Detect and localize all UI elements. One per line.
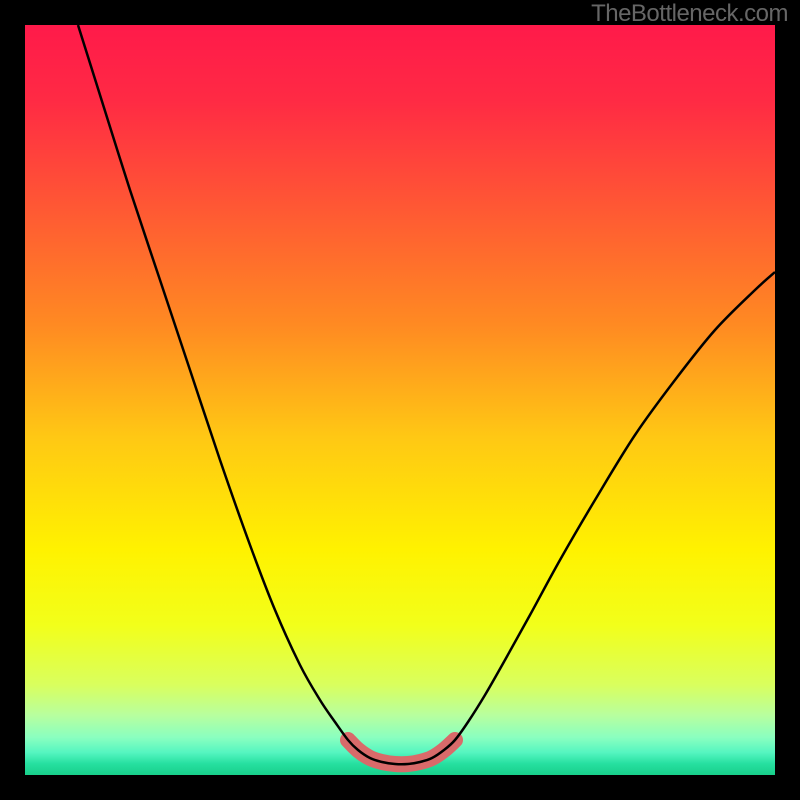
plot-background <box>25 25 775 775</box>
bottleneck-chart <box>0 0 800 800</box>
chart-container: TheBottleneck.com <box>0 0 800 800</box>
watermark-text: TheBottleneck.com <box>591 0 788 28</box>
